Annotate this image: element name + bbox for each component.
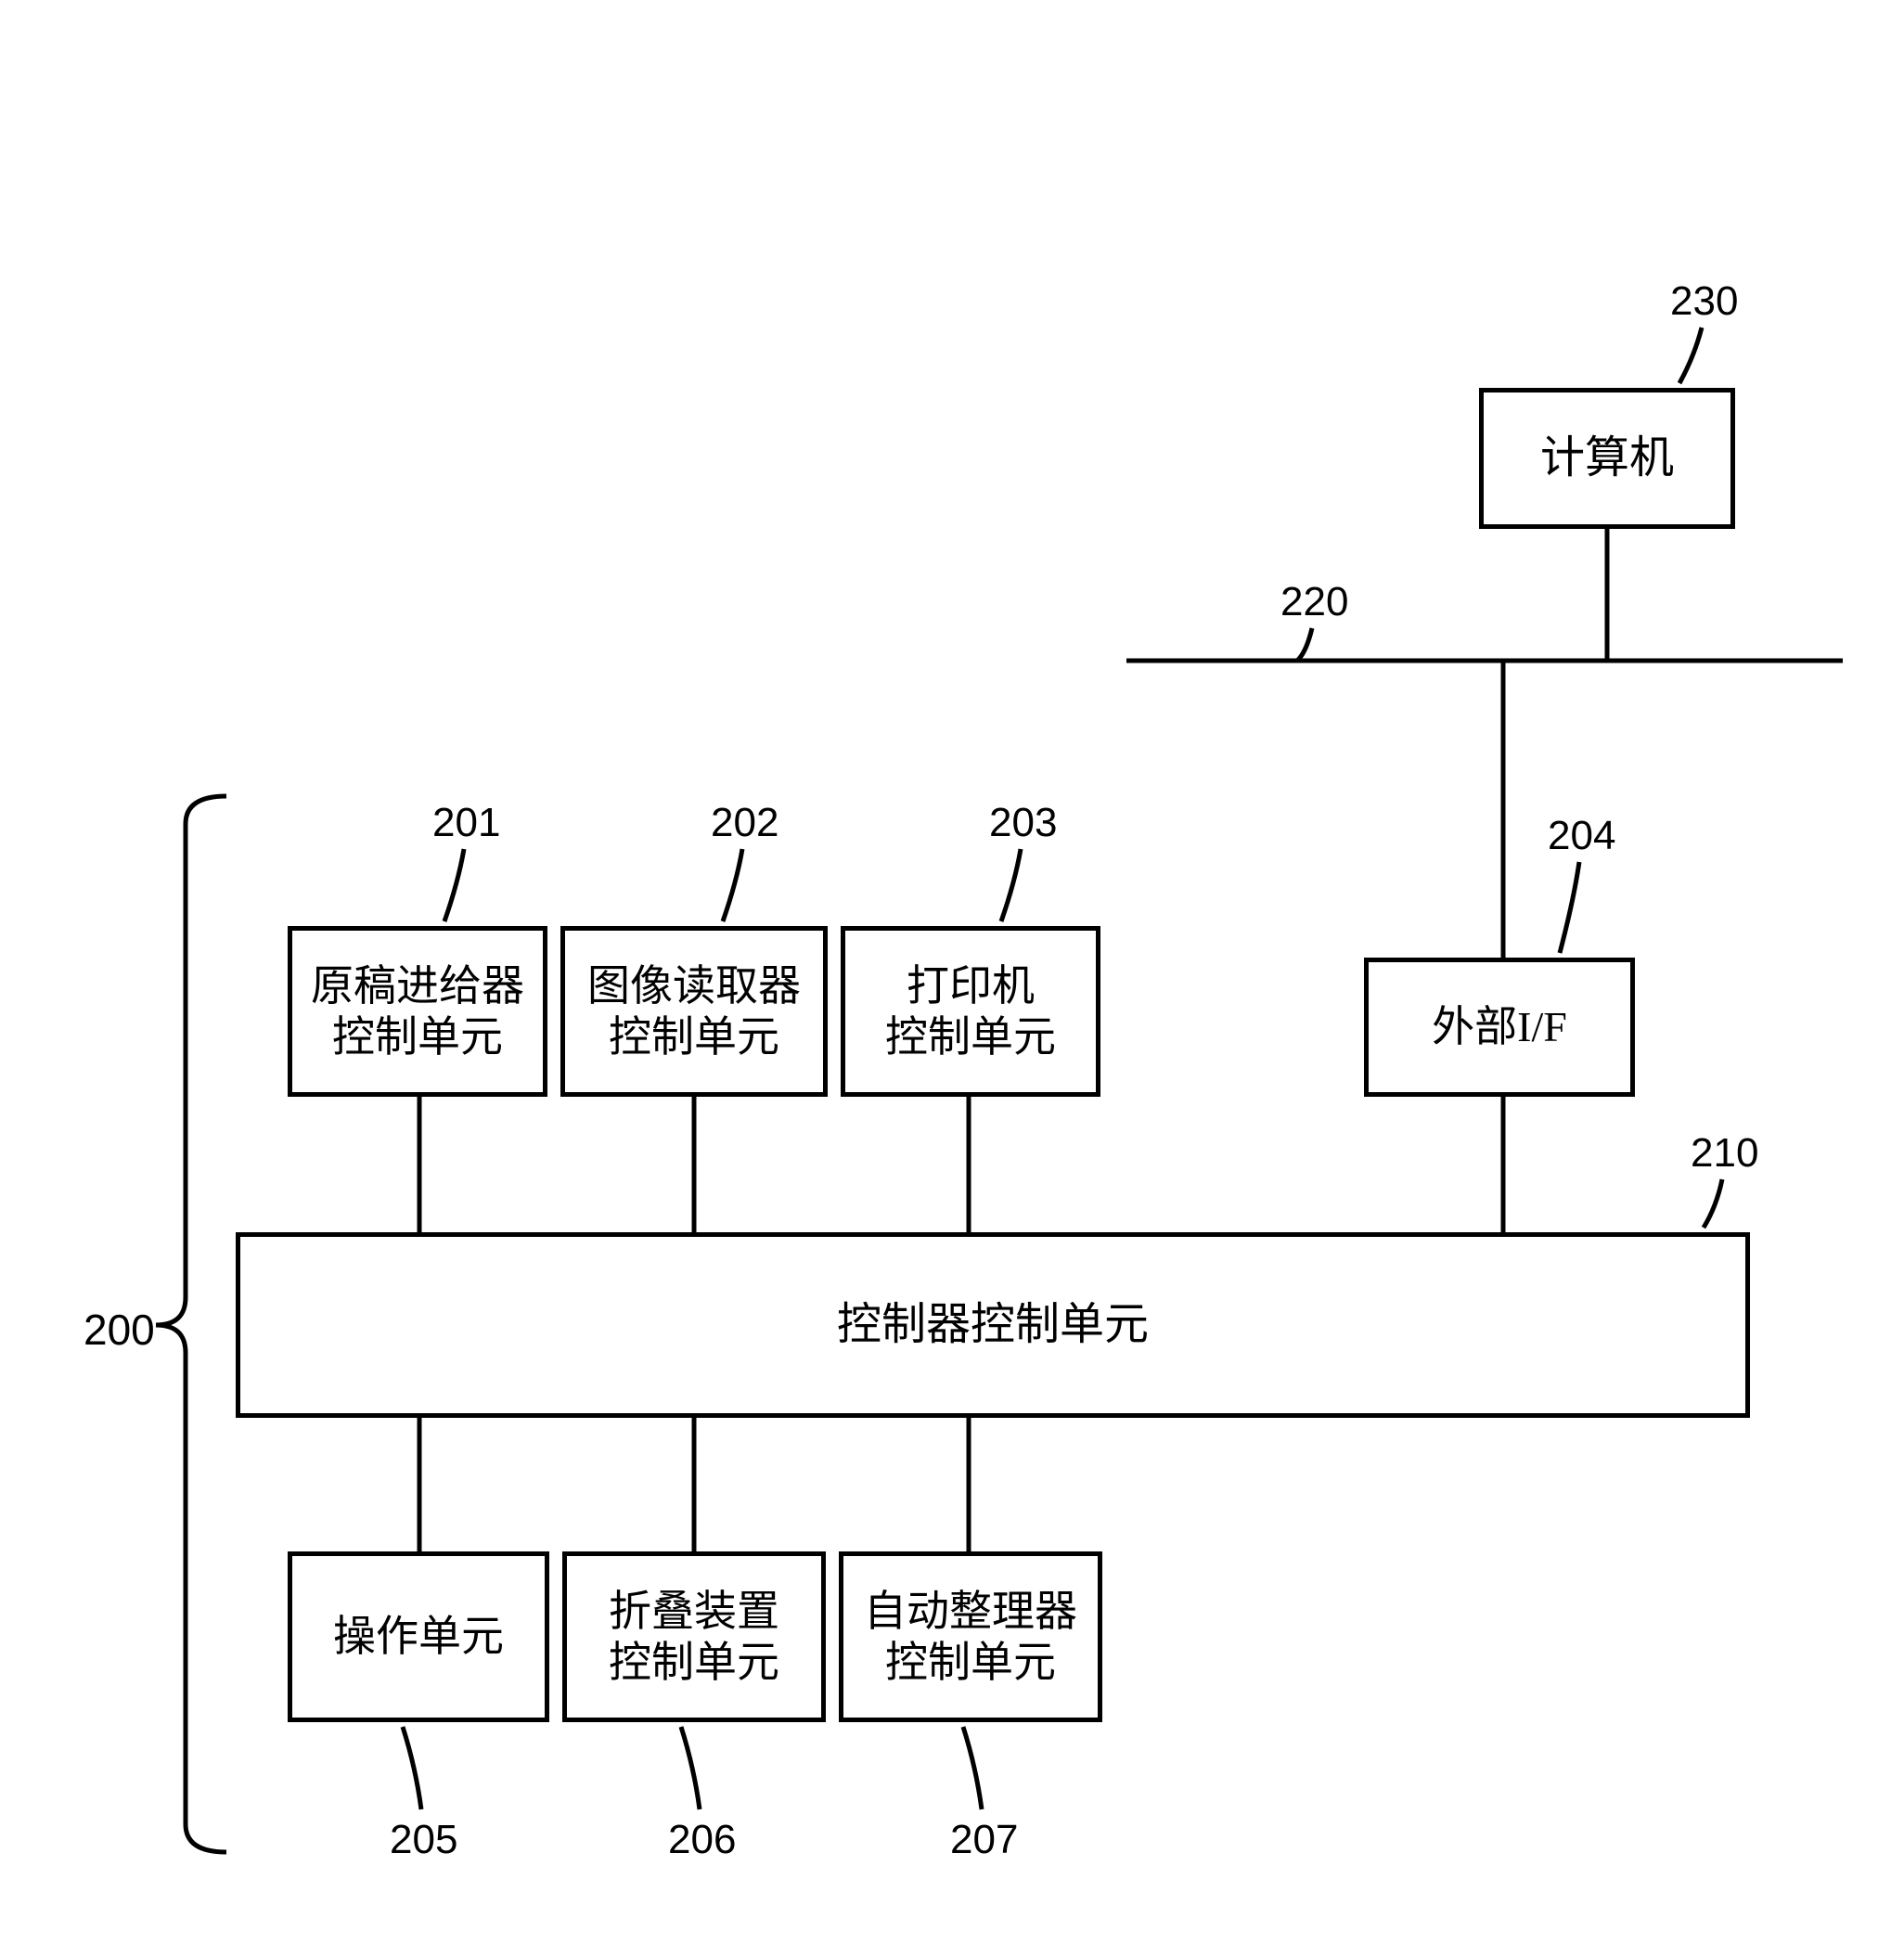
block-external-if-label: 外部I/F: [1432, 1001, 1567, 1052]
ref-220: 220: [1280, 579, 1348, 625]
block-external-if: 外部I/F: [1364, 958, 1635, 1097]
block-label: 自动整理器 控制单元: [864, 1586, 1077, 1688]
ref-203: 203: [989, 800, 1057, 846]
block-computer-label: 计算机: [1540, 431, 1674, 485]
block-label: 原稿进给器 控制单元: [311, 960, 524, 1062]
ref-230: 230: [1670, 278, 1738, 325]
ref-200: 200: [84, 1305, 155, 1355]
ref-204: 204: [1548, 813, 1615, 859]
block-operation-unit: 操作单元: [288, 1551, 549, 1722]
block-printer-control: 打印机 控制单元: [841, 926, 1100, 1097]
block-label: 打印机 控制单元: [885, 960, 1056, 1062]
ref-207: 207: [950, 1817, 1018, 1863]
block-controller-control: 控制器控制单元: [236, 1232, 1750, 1418]
block-operation-unit-label: 操作单元: [333, 1611, 504, 1662]
block-diagram: 计算机 原稿进给器 控制单元 图像读取器 控制单元 打印机 控制单元 外部I/F…: [0, 0, 1904, 1956]
ref-205: 205: [390, 1817, 457, 1863]
block-folding-device-control: 折叠装置 控制单元: [562, 1551, 826, 1722]
block-image-reader-control: 图像读取器 控制单元: [560, 926, 828, 1097]
block-finisher-control: 自动整理器 控制单元: [839, 1551, 1102, 1722]
ref-201: 201: [432, 800, 500, 846]
block-label: 图像读取器 控制单元: [587, 960, 801, 1062]
block-controller-control-label: 控制器控制单元: [837, 1298, 1149, 1352]
ref-202: 202: [711, 800, 778, 846]
block-label: 折叠装置 控制单元: [609, 1586, 779, 1688]
ref-210: 210: [1691, 1130, 1758, 1177]
ref-206: 206: [668, 1817, 736, 1863]
block-document-feeder-control: 原稿进给器 控制单元: [288, 926, 547, 1097]
block-computer: 计算机: [1479, 388, 1735, 529]
